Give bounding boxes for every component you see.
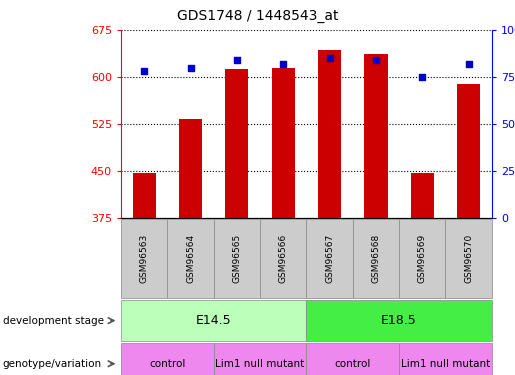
Point: [325, 55, 334, 61]
Bar: [226, 69, 248, 218]
Bar: [272, 68, 295, 218]
Point: [372, 57, 380, 63]
Text: GSM96564: GSM96564: [186, 234, 195, 284]
Text: development stage: development stage: [3, 316, 104, 326]
Bar: [410, 172, 434, 217]
Text: control: control: [335, 359, 371, 369]
Text: GSM96570: GSM96570: [464, 234, 473, 284]
Bar: [132, 172, 156, 217]
Point: [465, 61, 473, 67]
Point: [233, 57, 241, 63]
Text: GSM96565: GSM96565: [232, 234, 242, 284]
Text: GSM96568: GSM96568: [371, 234, 381, 284]
Point: [279, 61, 287, 67]
Bar: [364, 54, 387, 217]
Text: E18.5: E18.5: [381, 314, 417, 327]
Text: GSM96566: GSM96566: [279, 234, 288, 284]
Text: GSM96569: GSM96569: [418, 234, 427, 284]
Text: GSM96563: GSM96563: [140, 234, 149, 284]
Text: Lim1 null mutant: Lim1 null mutant: [401, 359, 490, 369]
Text: GSM96567: GSM96567: [325, 234, 334, 284]
Point: [140, 68, 148, 74]
Text: genotype/variation: genotype/variation: [3, 359, 101, 369]
Text: GDS1748 / 1448543_at: GDS1748 / 1448543_at: [177, 9, 338, 23]
Bar: [318, 50, 341, 217]
Text: E14.5: E14.5: [196, 314, 232, 327]
Bar: [179, 119, 202, 218]
Text: control: control: [149, 359, 185, 369]
Point: [186, 64, 195, 70]
Bar: [457, 84, 480, 218]
Point: [418, 74, 426, 80]
Text: Lim1 null mutant: Lim1 null mutant: [215, 359, 305, 369]
